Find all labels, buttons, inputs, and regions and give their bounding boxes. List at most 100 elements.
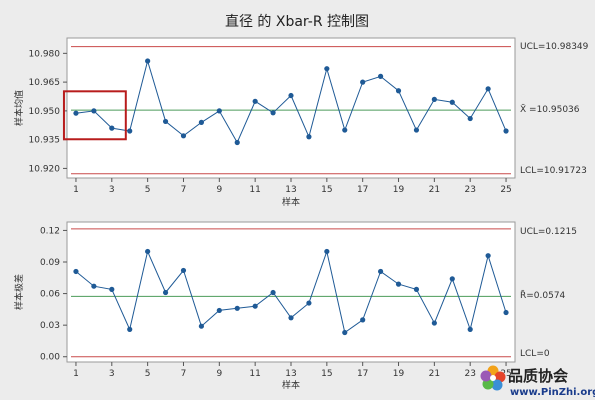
xbar-y-tick-label: 10.980: [29, 49, 61, 59]
watermark: 品质协会 www.PinZhi.org: [480, 365, 595, 398]
range-point: [234, 305, 240, 311]
range-point: [162, 289, 169, 296]
range-y-axis-title: 样本极差: [13, 274, 25, 310]
xbar-point: [162, 118, 169, 125]
xbar-y-tick-label: 10.965: [29, 78, 61, 88]
xbar-point: [342, 127, 348, 133]
xbar-y-tick-label: 10.920: [29, 164, 61, 174]
range-x-tick-label: 21: [429, 369, 440, 379]
range-point: [216, 307, 222, 314]
xbar-point: [485, 86, 491, 92]
range-point: [91, 283, 97, 289]
xbar-x-tick-label: 23: [464, 185, 475, 195]
range-point: [431, 320, 437, 326]
range-plot-area: [66, 221, 516, 363]
range-x-tick-label: 15: [321, 369, 332, 379]
range-marks: 0.000.030.060.090.121 3 5 7 9 11 13 15 17 19 21 23 2…: [40, 226, 512, 379]
range-point: [288, 315, 294, 321]
xbar-x-tick-label: 7: [181, 185, 187, 195]
xbar-x-tick-label: 3: [109, 185, 115, 195]
xbar-point: [145, 58, 151, 64]
xbar-point: [288, 92, 294, 99]
xbar-ucl-label: UCL=10.98349: [520, 42, 589, 52]
range-x-axis-title: 样本: [282, 379, 300, 391]
range-x-tick-label: 25: [500, 369, 511, 379]
xbar-point: [216, 108, 222, 114]
xbar-lcl-label: LCL=10.91723: [520, 166, 587, 176]
range-x-tick-label: 17: [357, 369, 368, 379]
range-x-tick-label: 5: [145, 369, 151, 379]
xbar-x-tick-label: 17: [357, 185, 368, 195]
range-lcl-label: LCL=0: [520, 349, 550, 359]
xbar-point: [234, 139, 240, 146]
range-point: [73, 268, 79, 275]
range-x-tick-label: 3: [109, 369, 115, 379]
xbar-point: [413, 127, 420, 133]
range-x-tick-label: 7: [181, 369, 187, 379]
range-point: [503, 309, 509, 316]
xbar-center-label: X̄ =10.95036: [520, 103, 580, 115]
xbar-x-tick-label: 15: [321, 185, 332, 195]
range-x-tick-label: 23: [464, 369, 475, 379]
xbar-point: [270, 110, 276, 116]
range-x-tick-label: 11: [249, 369, 260, 379]
range-x-tick-label: 9: [216, 369, 222, 379]
range-point: [449, 276, 455, 282]
xbar-point: [73, 110, 79, 116]
xbar-y-tick-label: 10.935: [29, 136, 61, 146]
xbar-y-axis-title: 样本均值: [13, 90, 25, 126]
range-y-tick-label: 0.09: [40, 258, 60, 268]
range-point: [324, 248, 330, 255]
watermark-url: www.PinZhi.org: [510, 387, 595, 398]
range-point: [342, 329, 348, 336]
xbar-highlight-box: [62, 90, 127, 141]
range-point: [252, 303, 258, 309]
range-point: [306, 300, 312, 306]
xbar-x-tick-label: 13: [285, 185, 296, 195]
range-point: [270, 289, 276, 296]
xbar-point: [431, 96, 437, 102]
xbar-point: [378, 73, 384, 79]
xbar-point: [180, 133, 187, 139]
watermark-brand: 品质协会: [508, 367, 568, 385]
xbar-x-tick-label: 25: [500, 185, 511, 195]
xbar-point: [503, 128, 509, 134]
range-x-tick-label: 13: [285, 369, 296, 379]
xbar-plot-area: [66, 37, 516, 179]
xbar-y-tick-label: 10.950: [29, 107, 61, 117]
range-point: [360, 317, 366, 323]
xbar-point: [467, 115, 473, 122]
range-point: [378, 268, 384, 275]
xbar-point: [324, 66, 330, 72]
range-ucl-label: UCL=0.1215: [520, 227, 577, 237]
flower-logo-icon: [480, 365, 506, 391]
xbar-point: [252, 98, 258, 104]
chart-title: 直径 的 Xbar-R 控制图: [225, 13, 369, 30]
range-center-label: R̄=0.0574: [520, 289, 566, 301]
xbar-point: [449, 99, 455, 105]
range-point: [395, 281, 402, 287]
range-point: [467, 326, 473, 332]
range-point: [485, 253, 491, 259]
xbar-point: [127, 128, 133, 134]
range-point: [198, 323, 204, 329]
range-y-tick-label: 0.12: [40, 226, 60, 236]
range-point: [413, 286, 420, 292]
range-point: [109, 286, 115, 292]
range-y-tick-label: 0.06: [40, 290, 60, 300]
xbar-x-tick-label: 19: [393, 185, 405, 195]
xbar-point: [360, 79, 366, 85]
xbar-x-tick-label: 11: [249, 185, 260, 195]
xbar-point: [91, 108, 97, 114]
range-y-tick-label: 0.03: [40, 321, 60, 331]
range-panel: 0.000.030.060.090.121 3 5 7 9 11 13 15 17 19 21 23 2…: [13, 221, 577, 391]
range-point: [145, 248, 151, 255]
xbar-point: [306, 134, 312, 140]
range-point: [180, 267, 187, 274]
xbar-point: [198, 119, 204, 125]
range-y-tick-label: 0.00: [40, 353, 60, 363]
xbar-point: [109, 125, 115, 131]
xbar-x-axis-title: 样本: [282, 196, 300, 208]
